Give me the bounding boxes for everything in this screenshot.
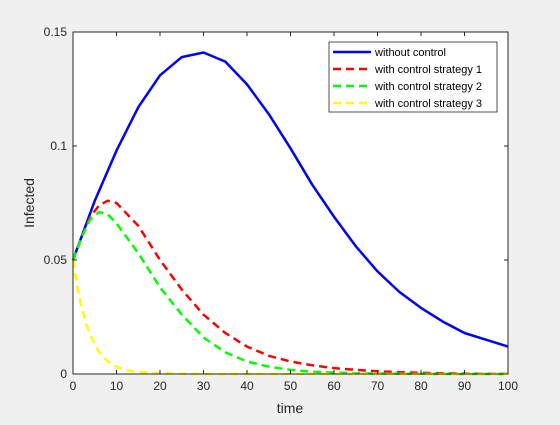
y-tick-label: 0.15	[44, 25, 68, 39]
x-tick-label: 70	[371, 379, 385, 393]
legend-label-1: without control	[374, 47, 446, 59]
legend: without control with control strategy 1 wi…	[328, 41, 498, 113]
tick-layer: 0 10 20 30 40 50 60 70 80 90 100 0 0.05 0.1 0.15	[44, 25, 519, 393]
legend-label-4: with control strategy 3	[374, 98, 482, 110]
x-tick-label: 90	[458, 379, 472, 393]
x-tick-label: 40	[240, 379, 254, 393]
x-tick-label: 30	[197, 379, 211, 393]
y-tick-label: 0.05	[44, 253, 68, 267]
x-tick-label: 80	[414, 379, 428, 393]
y-axis-label: Infected	[21, 178, 37, 228]
x-tick-label: 10	[110, 379, 124, 393]
legend-label-3: with control strategy 2	[374, 81, 482, 93]
legend-label-2: with control strategy 1	[374, 64, 482, 76]
legend-box	[328, 41, 498, 113]
y-tick-label: 0.1	[50, 139, 67, 153]
series-line-1	[71, 51, 509, 348]
x-axis-label: time	[277, 400, 304, 416]
x-tick-label: 50	[284, 379, 298, 393]
x-tick-label: 0	[70, 379, 77, 393]
y-tick-label: 0	[60, 367, 67, 381]
x-tick-label: 20	[153, 379, 167, 393]
x-tick-label: 60	[327, 379, 341, 393]
x-tick-label: 100	[498, 379, 518, 393]
